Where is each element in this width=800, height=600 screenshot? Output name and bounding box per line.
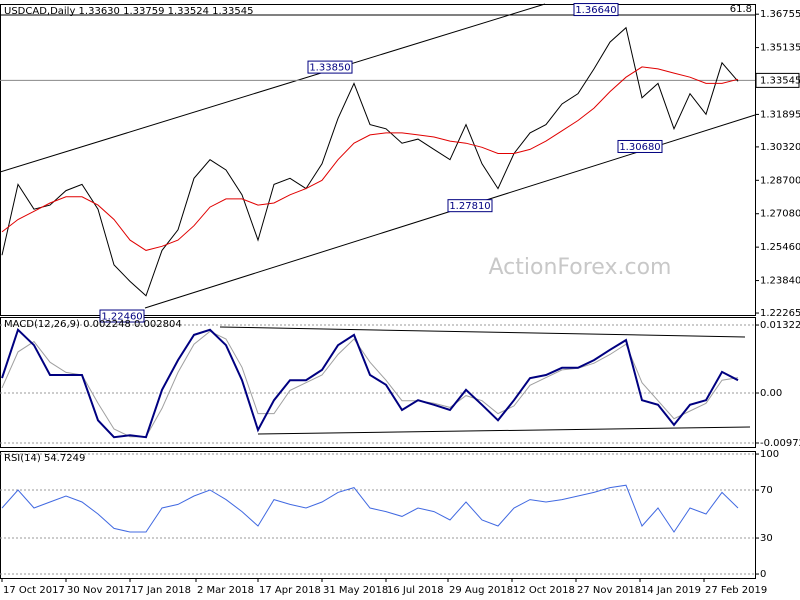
panel-title: MACD(12,26,9) 0.002248 0.002804 [4, 319, 182, 330]
annotation-box [307, 60, 353, 74]
y-tick-label: 1.27080 [760, 209, 800, 220]
watermark: ActionForex.com [489, 255, 672, 280]
y-tick-label: -0.009721 [760, 438, 800, 449]
fib-label: 61.8 [730, 4, 752, 15]
annotation-label: 1.33850 [309, 63, 350, 74]
y-tick-label: 100 [760, 449, 779, 460]
panel-title: USDCAD,Daily 1.33630 1.33759 1.33524 1.3… [4, 6, 254, 17]
series-line [1, 66, 739, 251]
y-tick-label: 1.25460 [760, 242, 800, 253]
macd-upper [219, 326, 746, 338]
last-price-box [755, 72, 800, 88]
y-tick-label: 0 [760, 569, 766, 580]
y-tick-label: 1.28700 [760, 175, 800, 186]
annotation-box [573, 3, 619, 17]
y-tick-label: 0.013224 [760, 320, 800, 331]
macd-lower [257, 426, 751, 435]
annotation-label: 1.36640 [575, 5, 616, 16]
x-tick-label: 2 Mar 2018 [197, 585, 254, 596]
x-tick-label: 16 Jul 2018 [387, 585, 444, 596]
annotation-box [99, 309, 145, 323]
channel-upper [0, 3, 546, 173]
y-tick-label: 1.36755 [760, 9, 800, 20]
annotation-label: 1.30680 [619, 142, 660, 153]
y-tick-label: 1.22265 [760, 308, 800, 319]
last-price-label: 1.33545 [760, 75, 800, 86]
y-tick-label: 1.30320 [760, 142, 800, 153]
x-tick-label: 31 May 2018 [323, 585, 388, 596]
x-tick-label: 27 Feb 2019 [705, 585, 767, 596]
y-tick-label: 1.35135 [760, 43, 800, 54]
annotation-label: 1.27810 [449, 201, 490, 212]
price-panel [0, 4, 756, 316]
x-tick-label: 12 Oct 2018 [513, 585, 575, 596]
y-tick-label: 1.23840 [760, 276, 800, 287]
y-tick-label: 1.31895 [760, 109, 800, 120]
x-tick-label: 30 Nov 2017 [67, 585, 131, 596]
x-tick-label: 29 Aug 2018 [449, 585, 513, 596]
x-tick-label: 14 Jan 2019 [641, 585, 701, 596]
panel-title: RSI(14) 54.7249 [4, 453, 85, 464]
x-tick-label: 17 Oct 2017 [3, 585, 65, 596]
annotation-label: 1.22460 [101, 312, 142, 323]
series-line [1, 327, 739, 439]
x-tick-label: 17 Jan 2018 [131, 585, 191, 596]
frames [0, 4, 756, 579]
series-line [1, 26, 739, 297]
annotation-box [447, 199, 493, 213]
y-tick-label: 30 [760, 533, 773, 544]
x-tick-label: 27 Nov 2018 [577, 585, 641, 596]
series-line [1, 484, 739, 533]
y-tick-label: 70 [760, 485, 773, 496]
macd-panel [0, 317, 756, 448]
annotation-box [617, 139, 663, 153]
rsi-panel [0, 451, 756, 579]
y-tick-label: 0.00 [760, 388, 782, 399]
x-tick-label: 17 Apr 2018 [259, 585, 321, 596]
series-line [1, 330, 739, 438]
